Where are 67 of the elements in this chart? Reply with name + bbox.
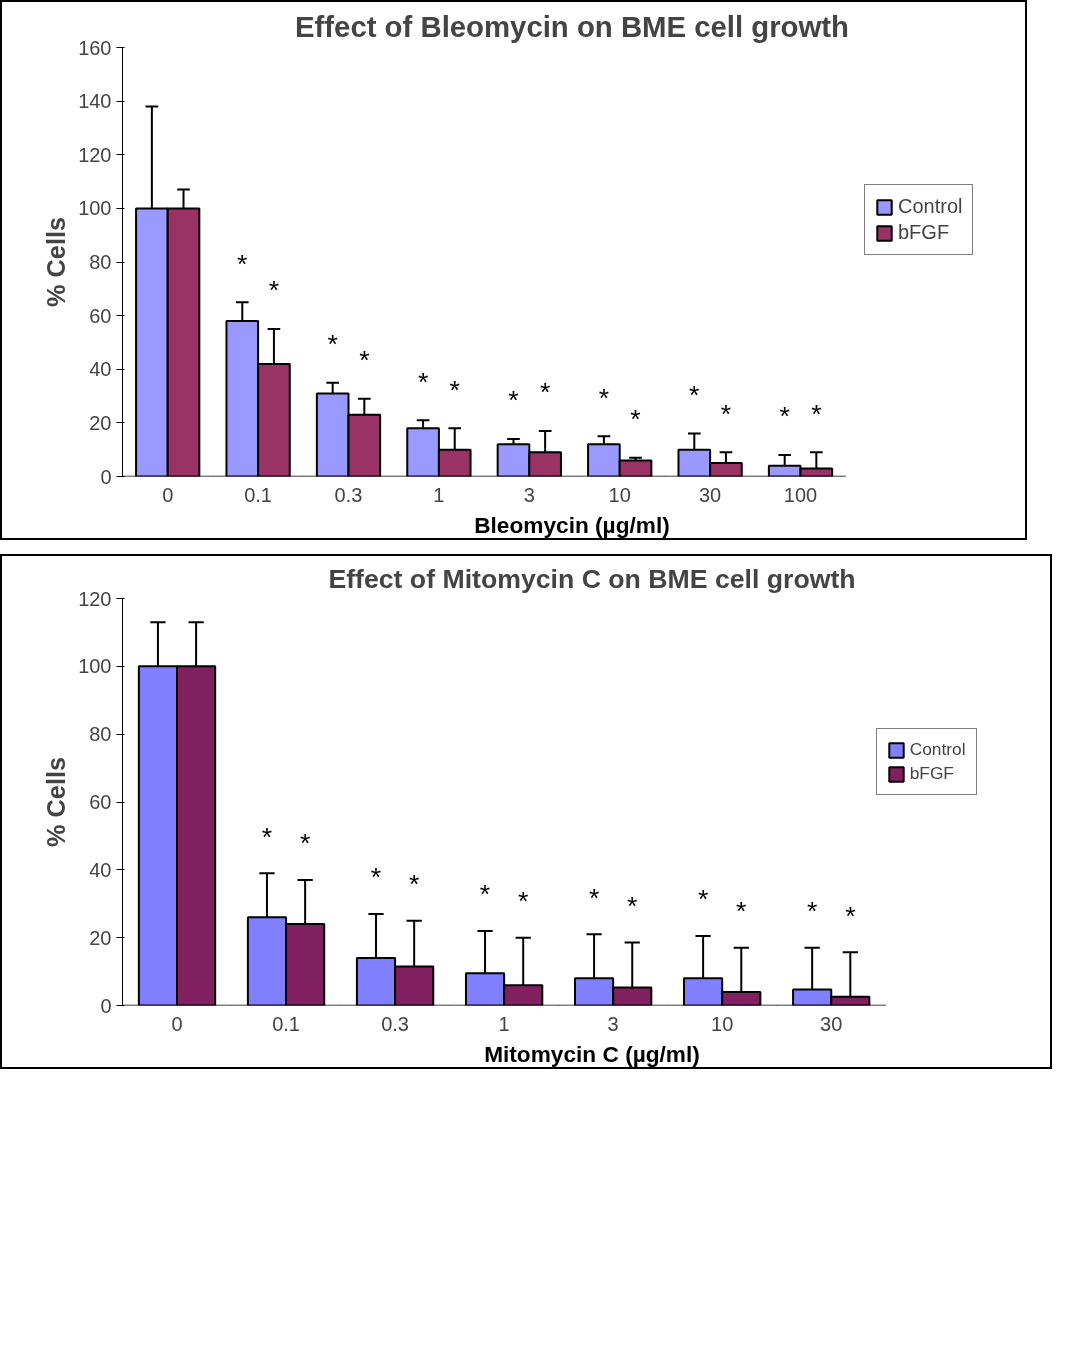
x-tick-label: 10: [711, 1012, 734, 1035]
annotation: *: [449, 374, 460, 405]
annotation: *: [811, 398, 822, 429]
annotation: *: [588, 882, 600, 913]
x-tick-label: 30: [820, 1012, 843, 1035]
annotation: *: [736, 896, 747, 927]
annotation: *: [779, 401, 790, 432]
y-axis-title: % Cells: [42, 216, 71, 308]
x-tick-label: 0.1: [244, 483, 273, 506]
y-tick-label: 40: [89, 358, 112, 381]
x-tick-label: 0: [171, 1012, 183, 1035]
annotation: *: [539, 377, 551, 408]
y-tick-label: 160: [78, 36, 112, 59]
x-tick-label: 0.3: [334, 483, 363, 506]
annotation: *: [299, 828, 311, 859]
annotation: *: [359, 345, 370, 376]
annotation: *: [720, 398, 732, 429]
x-tick-label: 0: [162, 483, 174, 506]
y-tick-label: 80: [89, 251, 112, 273]
y-tick-label: 20: [89, 411, 112, 434]
annotation: *: [408, 869, 420, 900]
y-tick-label: 100: [78, 197, 112, 220]
y-tick-label: 0: [100, 994, 112, 1017]
annotation: *: [630, 404, 641, 435]
y-tick-label: 80: [89, 723, 112, 746]
y-tick-label: 60: [89, 791, 112, 813]
y-tick-label: 0: [100, 465, 112, 488]
annotation: *: [268, 275, 280, 306]
annotation: *: [806, 896, 818, 927]
annotation: *: [327, 329, 338, 360]
annotation: *: [237, 248, 248, 279]
chart-title: Effect of Mitomycin C on BME cell growth: [328, 563, 856, 594]
x-tick-label: 30: [698, 483, 722, 506]
legend-label: Control: [909, 739, 966, 761]
legend-label: bFGF: [909, 763, 954, 785]
y-axis-title: % Cells: [42, 756, 71, 848]
x-tick-label: 1: [498, 1012, 510, 1035]
y-tick-label: 60: [89, 304, 112, 327]
annotation: *: [627, 890, 638, 921]
y-tick-label: 140: [78, 90, 112, 113]
annotation: *: [518, 886, 529, 917]
x-tick-label: 3: [607, 1012, 619, 1035]
annotation: *: [370, 862, 382, 893]
annotation: *: [508, 385, 519, 416]
x-tick-label: 100: [783, 483, 818, 506]
x-tick-label: 0.3: [381, 1012, 409, 1035]
y-tick-label: 40: [89, 858, 112, 881]
legend-label: Control: [898, 195, 963, 218]
x-tick-label: 3: [523, 483, 535, 506]
annotation: *: [479, 879, 491, 910]
x-tick-label: 10: [608, 483, 631, 506]
annotation: *: [697, 884, 709, 915]
annotation: *: [598, 382, 610, 413]
x-tick-label: 0.1: [272, 1012, 300, 1035]
annotation: *: [261, 821, 273, 852]
x-axis-title: Bleomycin (µg/ml): [474, 511, 670, 538]
annotation: *: [845, 900, 856, 931]
x-tick-label: 1: [433, 483, 445, 506]
chart-title: Effect of Bleomycin on BME cell growth: [294, 9, 850, 43]
y-tick-label: 100: [78, 655, 112, 678]
y-tick-label: 20: [89, 926, 112, 949]
legend-label: bFGF: [898, 221, 950, 244]
annotation: *: [417, 366, 429, 397]
y-tick-label: 120: [78, 143, 112, 166]
annotation: *: [689, 379, 700, 410]
y-tick-label: 120: [78, 587, 112, 610]
x-axis-title: Mitomycin C (µg/ml): [484, 1040, 700, 1067]
